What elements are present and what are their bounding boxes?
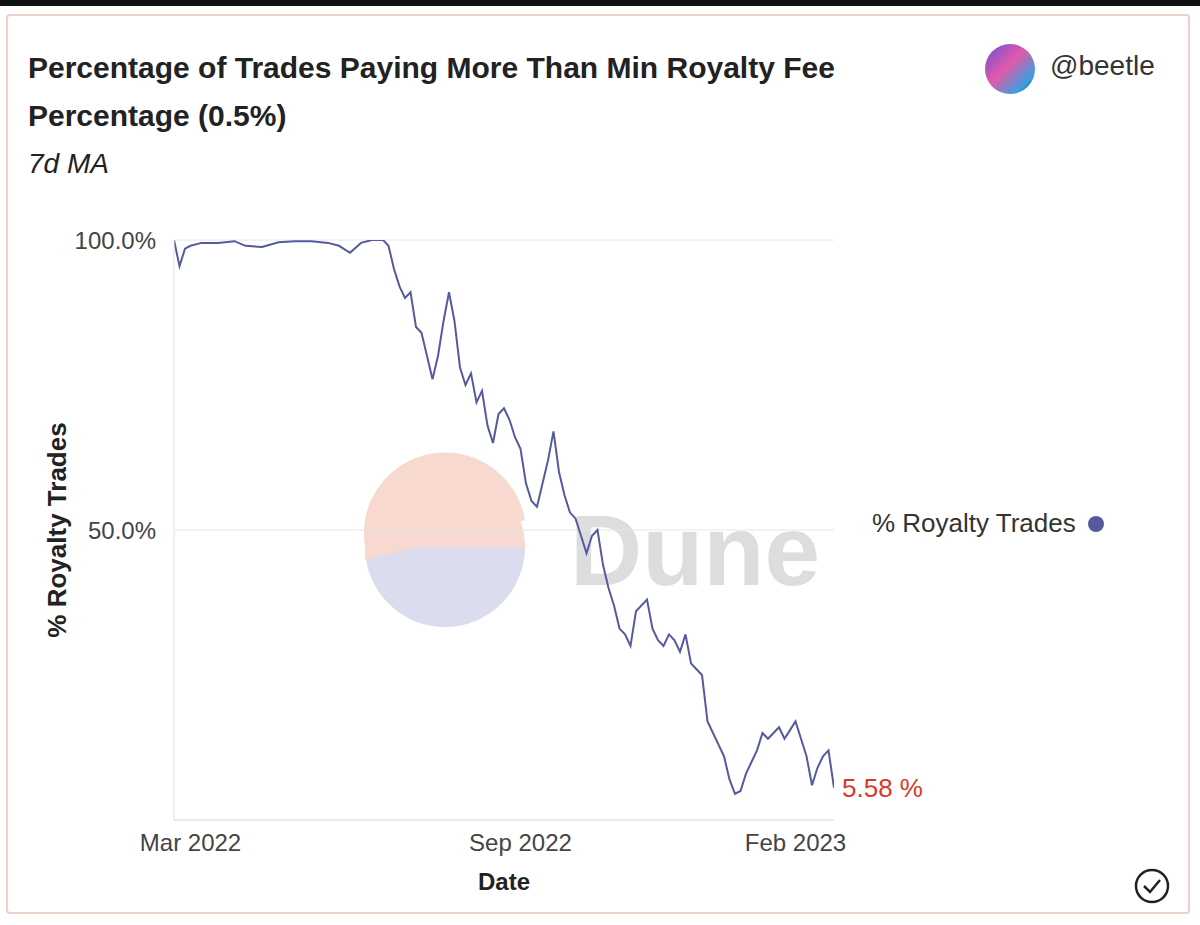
html-text:7d MA: 7d MA: [28, 148, 109, 179]
svg-text:Dune: Dune: [570, 494, 820, 606]
svg-text:Mar 2022: Mar 2022: [140, 829, 241, 856]
svg-text:100.0%: 100.0%: [75, 227, 156, 254]
svg-text:Date: Date: [478, 868, 530, 895]
html-text:Percentage of Trades Paying Mo: Percentage of Trades Paying More Than Mi…: [28, 51, 835, 132]
svg-text:50.0%: 50.0%: [88, 517, 156, 544]
svg-text:Sep 2022: Sep 2022: [469, 829, 572, 856]
html-text:% Royalty Trades: % Royalty Trades: [872, 508, 1076, 538]
svg-text:Feb 2023: Feb 2023: [745, 829, 846, 856]
svg-text:5.58 %: 5.58 %: [842, 773, 923, 803]
svg-text:% Royalty Trades: % Royalty Trades: [42, 422, 72, 637]
html-text:@beetle: @beetle: [1050, 50, 1155, 81]
